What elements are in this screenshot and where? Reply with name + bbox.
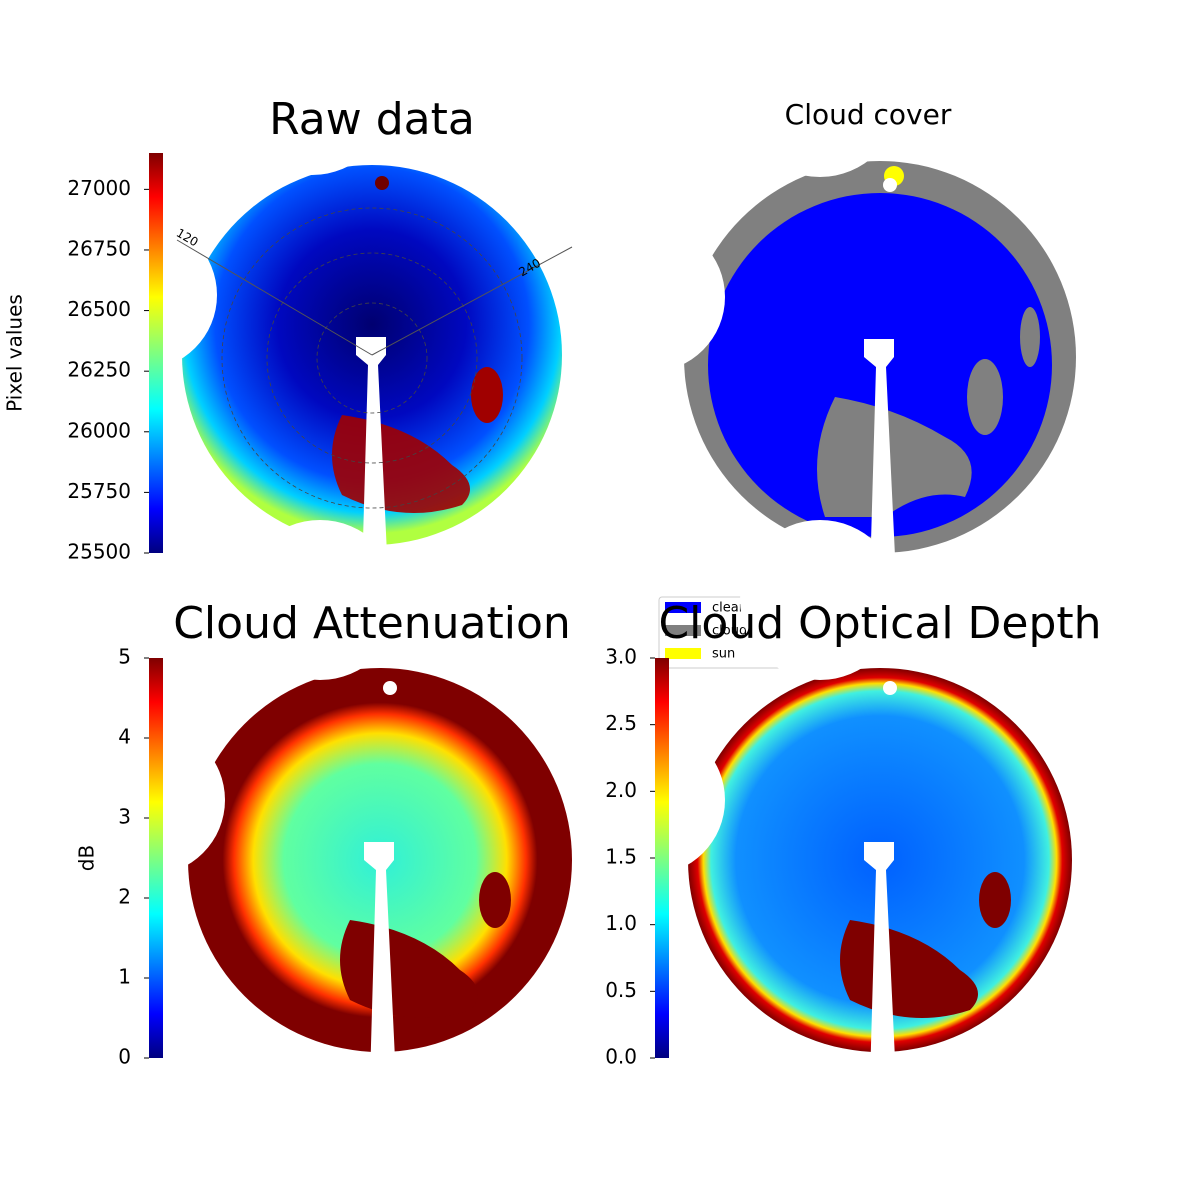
polar-axis [371,246,573,356]
colorbar-tick-label: 4 [118,725,131,749]
colorbar-tick-label: 26750 [67,236,131,260]
legend-swatch [665,648,701,659]
panel-title: Cloud Attenuation [173,598,571,649]
horizon-cutout [883,178,897,192]
colorbar-tick-label: 2 [118,885,131,909]
cloud-patch [1020,307,1040,367]
colorbar-tick-label: 1.0 [605,911,637,935]
colorbar-tick-label: 1.5 [605,845,637,869]
colorbar-tick-label: 3 [118,805,131,829]
legend-swatch [665,602,701,613]
sky-image [575,17,1076,577]
cloud-blob [979,872,1011,928]
legend-label: cloud [712,624,747,639]
horizon-cutout [383,681,397,695]
colorbar-tick-label: 0 [118,1045,131,1069]
colorbar-tick-label: 27000 [67,176,131,200]
horizon-cutout [575,725,725,875]
sky-image [67,15,573,575]
colorbar [149,658,163,1058]
colorbar-tick-label: 0.0 [605,1045,637,1069]
mast [356,337,388,575]
horizon-cutout [575,222,725,372]
legend-swatch [665,625,701,636]
cloud-blob [471,367,503,423]
colorbar-tick-label: 26250 [67,358,131,382]
polar-axis [176,239,373,356]
colorbar-tick-label: 25750 [67,479,131,503]
colorbar [149,153,163,553]
colorbar-tick-label: 26500 [67,297,131,321]
cloud-patch [967,359,1003,435]
cloud-blob [479,872,511,928]
cloud-patch [817,397,972,517]
colorbar-tick-label: 2.5 [605,711,637,735]
sky-image [75,520,572,1080]
colorbar-tick-label: 26000 [67,418,131,442]
mast [864,339,896,577]
panel-title: Cloud Optical Depth [658,598,1101,649]
polar-grid [316,302,428,414]
colorbar-label: Pixel values [3,294,27,412]
colorbar-tick-label: 0.5 [605,978,637,1002]
sky-image [575,520,1072,1080]
mast [364,842,396,1080]
colorbar-tick-label: 5 [118,645,131,669]
mast [864,842,896,1080]
colorbar-label: dB [75,845,99,871]
panel-title: Cloud cover [785,98,952,131]
polar-grid [266,252,478,464]
colorbar-tick-label: 2.0 [605,778,637,802]
horizon-cutout [240,520,400,680]
horizon-cutout [883,681,897,695]
colorbar-tick-label: 3.0 [605,645,637,669]
polar-grid [221,207,523,509]
horizon-cutout [232,15,392,175]
colorbar-tick-label: 1 [118,965,131,989]
horizon-cutout [375,176,389,190]
horizon-cutout [740,520,900,680]
legend-label: sun [712,647,735,662]
horizon-cutout [740,17,900,177]
colorbar [655,658,669,1058]
horizon-cutout [67,220,217,370]
panel-title: Raw data [269,94,475,145]
colorbar-tick-label: 25500 [67,540,131,564]
